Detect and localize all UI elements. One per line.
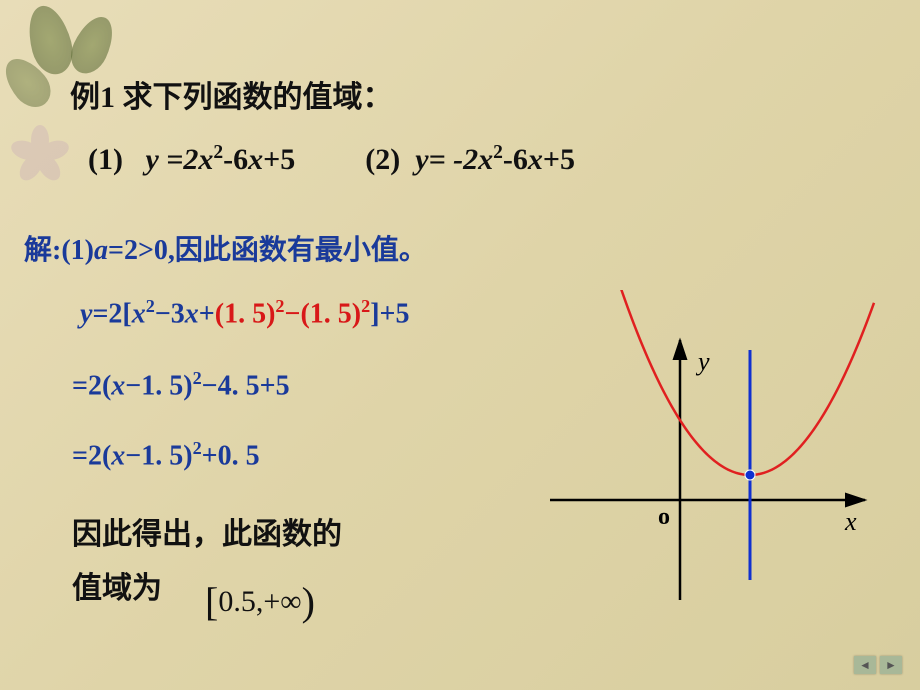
leaf-icon [0,50,59,115]
next-slide-button[interactable]: ► [880,656,902,674]
problem-1: (1) y =2x2-6x+5 [88,142,295,177]
leaf-icon [64,10,121,79]
leaf-icon [22,1,79,79]
svg-text:o: o [658,504,670,530]
solution-step-2: =2(x−1. 5)2−4. 5+5 [72,368,290,402]
solution-step-1: y=2[x2−3x+(1. 5)2−(1. 5)2]+5 [80,296,410,330]
slide-nav: ◄ ► [854,656,902,674]
problem-2: (2) y= -2x2-6x+5 [365,142,575,177]
example-title: 例1 求下列函数的值域： [70,72,393,116]
parabola-graph: y x o [545,290,885,610]
solution-step-3: =2(x−1. 5)2+0. 5 [72,438,260,472]
flower-decoration [5,120,75,190]
problem-list: (1) y =2x2-6x+5 (2) y= -2x2-6x+5 [88,142,575,177]
solution-intro: 解:(1)a=2>0,因此函数有最小值。 [24,228,427,268]
svg-text:y: y [695,347,710,376]
prev-slide-button[interactable]: ◄ [854,656,876,674]
graph-svg: y x o [545,290,885,610]
range-interval: [0.5,+∞) [205,578,315,625]
svg-text:x: x [844,507,857,536]
